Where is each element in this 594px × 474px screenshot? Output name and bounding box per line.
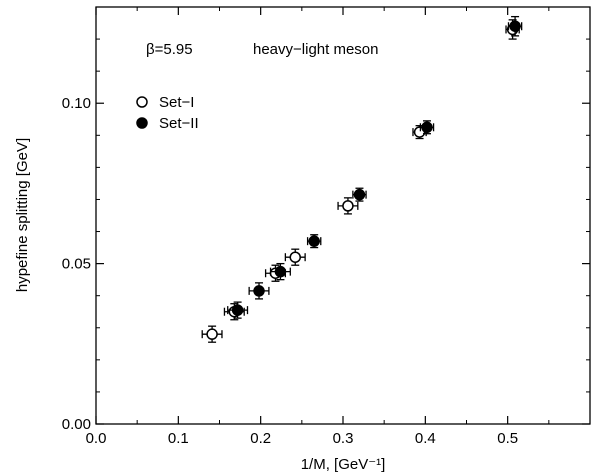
x-axis-label: 1/M, [GeV⁻¹]	[301, 456, 386, 473]
x-tick-label: 0.5	[497, 430, 518, 447]
plot-frame	[95, 6, 591, 425]
data-point	[308, 235, 320, 247]
x-tick-label: 0.4	[415, 430, 436, 447]
series-set-ii	[227, 15, 523, 319]
legend-marker-set-i	[136, 96, 148, 108]
data-point	[509, 20, 521, 32]
series-layer	[201, 15, 523, 343]
data-point	[231, 304, 244, 316]
data-point	[342, 200, 354, 212]
x-tick-label: 0.2	[250, 430, 271, 447]
data-point	[206, 328, 218, 340]
annotation-beta: β=5.95	[146, 41, 193, 58]
data-point	[289, 251, 301, 263]
x-tick-label: 0.1	[168, 430, 189, 447]
legend-label-set-i: Set−I	[159, 94, 194, 111]
axis-ticks	[95, 6, 590, 425]
y-axis-label: hypefine splitting [GeV]	[14, 138, 31, 292]
x-tick-labels: 0.0 0.1 0.2 0.3 0.4 0.5	[86, 430, 519, 447]
x-tick-label: 0.0	[86, 430, 107, 447]
y-tick-label: 0.10	[62, 95, 91, 112]
x-tick-label: 0.3	[333, 430, 354, 447]
data-point	[421, 121, 433, 134]
y-tick-label: 0.05	[62, 256, 91, 273]
annotation-meson-type: heavy−light meson	[253, 41, 379, 58]
data-point	[253, 285, 265, 297]
data-point	[353, 188, 366, 201]
legend: Set−I Set−II	[136, 94, 199, 132]
data-point	[274, 265, 287, 278]
y-tick-label: 0.00	[62, 416, 91, 433]
legend-marker-set-ii	[136, 117, 148, 129]
legend-label-set-ii: Set−II	[159, 115, 199, 132]
y-tick-labels: 0.00 0.05 0.10	[62, 95, 91, 433]
